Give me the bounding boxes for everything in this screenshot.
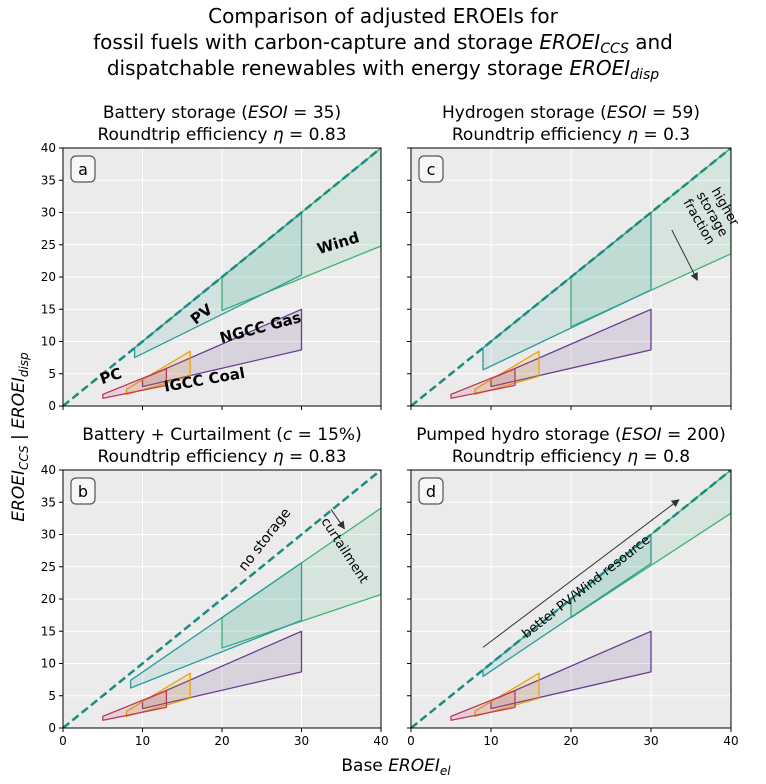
x-tick-label: 20 xyxy=(214,734,229,748)
x-tick-label: 30 xyxy=(643,734,658,748)
y-tick-label: 10 xyxy=(41,335,56,349)
panel-title-line-1: Battery storage (ESOI = 35) xyxy=(103,103,341,123)
region-pv xyxy=(482,533,652,678)
y-axis-label: EROEICCS | EROEIdisp xyxy=(9,352,31,522)
region-ngcc xyxy=(490,308,652,388)
panel-letter: a xyxy=(78,160,88,179)
y-tick-label: 15 xyxy=(41,624,56,638)
region-igcc xyxy=(474,350,540,396)
panel-letter: b xyxy=(78,482,88,501)
panel-letter: d xyxy=(426,482,436,501)
y-tick-label: 35 xyxy=(41,495,56,509)
figure-title-line-2: fossil fuels with carbon-capture and sto… xyxy=(93,30,673,57)
arrow-higher-storage xyxy=(671,229,698,281)
panel-letter-box xyxy=(418,155,444,183)
panel-c: Hydrogen storage (ESOI = 59)Roundtrip ef… xyxy=(407,103,742,410)
panel-title-line-1: Battery + Curtailment (c = 15%) xyxy=(82,425,361,445)
region-pc xyxy=(450,689,516,721)
panel-a: 0 5 10 15 20 25 30 35 40 Battery storage (ESOI = … xyxy=(41,103,382,413)
panel-letter-box xyxy=(70,477,96,505)
region-pv xyxy=(129,562,303,689)
panel-title-line-2: Roundtrip efficiency η = 0.8 xyxy=(452,447,690,467)
y-tick-label: 5 xyxy=(48,689,56,703)
region-ngcc xyxy=(490,630,652,710)
panel-letter-box xyxy=(418,477,444,505)
region-ngcc xyxy=(141,630,303,710)
panel-title-line-2: Roundtrip efficiency η = 0.83 xyxy=(97,125,346,145)
y-tick-label: 35 xyxy=(41,173,56,187)
panel-letter: c xyxy=(427,160,436,179)
y-tick-label: 0 xyxy=(48,399,56,413)
figure-title-line-1: Comparison of adjusted EROEIs for xyxy=(208,4,558,28)
y-tick-label: 25 xyxy=(41,560,56,574)
x-axis-label: Base EROEIel xyxy=(341,756,451,778)
panel-title-line-2: Roundtrip efficiency η = 0.83 xyxy=(97,447,346,467)
region-ngcc xyxy=(141,308,303,388)
region-pc xyxy=(102,367,168,399)
y-tick-label: 25 xyxy=(41,238,56,252)
panel-title-line-2: Roundtrip efficiency η = 0.3 xyxy=(452,125,690,145)
diagonal-no-storage-line xyxy=(411,470,731,728)
region-pc xyxy=(102,689,168,721)
panel-b: 0 10 20 30 40 0 5 10 15 20 25 30 35 40 Battery + Curta… xyxy=(41,425,389,748)
diagonal-no-storage-line xyxy=(63,470,381,728)
x-tick-label: 10 xyxy=(483,734,498,748)
figure-title-line-3: dispatchable renewables with energy stor… xyxy=(107,56,659,83)
x-tick-label: 30 xyxy=(294,734,309,748)
region-pc xyxy=(450,367,516,399)
diagonal-no-storage-line xyxy=(63,148,381,406)
y-tick-label: 15 xyxy=(41,302,56,316)
x-tick-label: 10 xyxy=(135,734,150,748)
y-tick-label: 40 xyxy=(41,463,56,477)
arrow-curtailment xyxy=(330,509,345,530)
x-tick-label: 40 xyxy=(373,734,388,748)
y-tick-label: 0 xyxy=(48,721,56,735)
x-tick-label: 0 xyxy=(59,734,67,748)
x-tick-label: 40 xyxy=(723,734,738,748)
label-pc: PC xyxy=(97,364,124,388)
y-tick-label: 30 xyxy=(41,528,56,542)
panel-title-line-1: Pumped hydro storage (ESOI = 200) xyxy=(416,425,725,445)
y-tick-label: 20 xyxy=(41,592,56,606)
y-tick-label: 10 xyxy=(41,657,56,671)
y-tick-label: 40 xyxy=(41,141,56,155)
y-tick-label: 20 xyxy=(41,270,56,284)
arrow-better-resource xyxy=(482,499,680,648)
diagonal-no-storage-line xyxy=(411,148,731,406)
x-tick-label: 0 xyxy=(407,734,415,748)
region-pv xyxy=(482,211,652,371)
region-igcc xyxy=(125,672,191,718)
region-igcc xyxy=(474,672,540,718)
x-tick-label: 20 xyxy=(563,734,578,748)
region-igcc xyxy=(125,350,191,396)
panel-d: 0 10 20 30 40 Pumped hydro storage (ESOI = 20… xyxy=(407,425,739,748)
y-tick-label: 30 xyxy=(41,206,56,220)
panel-title-line-1: Hydrogen storage (ESOI = 59) xyxy=(442,103,700,123)
panel-letter-box xyxy=(70,155,96,183)
y-tick-label: 5 xyxy=(48,367,56,381)
